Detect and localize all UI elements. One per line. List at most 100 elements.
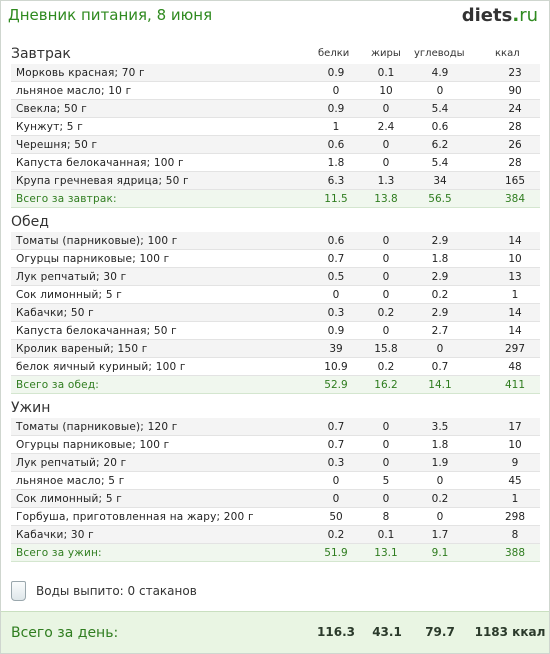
- food-name: Кабачки; 30 г: [16, 529, 94, 541]
- protein-value: 51.9: [324, 547, 348, 559]
- carbs-value: 0: [436, 511, 444, 523]
- protein-value: 10.9: [324, 361, 348, 373]
- kcal-value: 297: [504, 343, 526, 355]
- carbs-value: 1.8: [431, 253, 449, 265]
- kcal-value: 45: [508, 475, 522, 487]
- kcal-value: 1: [511, 289, 519, 301]
- food-row[interactable]: Лук репчатый; 20 г 0.3 0 1.9 9: [11, 454, 540, 472]
- carbs-value: 34: [433, 175, 447, 187]
- food-row[interactable]: Крупа гречневая ядрица; 50 г 6.3 1.3 34 165: [11, 172, 540, 190]
- food-row[interactable]: Сок лимонный; 5 г 0 0 0.2 1: [11, 286, 540, 304]
- protein-value: 0.7: [327, 421, 345, 433]
- logo-dot: .: [512, 5, 520, 26]
- carbs-value: 0.7: [431, 361, 449, 373]
- fat-value: 10: [379, 85, 393, 97]
- food-row[interactable]: Томаты (парниковые); 100 г 0.6 0 2.9 14: [11, 232, 540, 250]
- protein-value: 0: [332, 85, 340, 97]
- section-breakfast: Морковь красная; 70 г 0.9 0.1 4.9 23 льняное …: [11, 64, 540, 208]
- fat-value: 13.8: [374, 193, 398, 205]
- food-name: Лук репчатый; 30 г: [16, 271, 127, 283]
- carbs-value: 5.4: [431, 157, 449, 169]
- kcal-value: 17: [508, 421, 522, 433]
- kcal-value: 28: [508, 157, 522, 169]
- food-name: Томаты (парниковые); 100 г: [16, 235, 178, 247]
- carbs-value: 3.5: [431, 421, 449, 433]
- kcal-value: 388: [504, 547, 526, 559]
- food-name: Томаты (парниковые); 120 г: [16, 421, 178, 433]
- protein-value: 0.6: [327, 139, 345, 151]
- kcal-value: 23: [508, 67, 522, 79]
- food-name: Сок лимонный; 5 г: [16, 289, 122, 301]
- protein-value: 0: [332, 475, 340, 487]
- fat-value: 13.1: [374, 547, 398, 559]
- kcal-value: 28: [508, 121, 522, 133]
- glass-icon[interactable]: [11, 581, 26, 601]
- food-row[interactable]: Огурцы парниковые; 100 г 0.7 0 1.8 10: [11, 436, 540, 454]
- food-name: Кунжут; 5 г: [16, 121, 83, 133]
- food-name: белок яичный куриный; 100 г: [16, 361, 186, 373]
- fat-value: 2.4: [377, 121, 395, 133]
- kcal-value: 165: [504, 175, 526, 187]
- total-label: Всего за ужин:: [16, 547, 102, 559]
- protein-value: 0.3: [327, 457, 345, 469]
- food-row[interactable]: Огурцы парниковые; 100 г 0.7 0 1.8 10: [11, 250, 540, 268]
- food-row[interactable]: белок яичный куриный; 100 г 10.9 0.2 0.7 48: [11, 358, 540, 376]
- carbs-value: 0.2: [431, 289, 449, 301]
- section-title-dinner: Ужин: [11, 400, 51, 416]
- kcal-value: 9: [511, 457, 519, 469]
- kcal-value: 1: [511, 493, 519, 505]
- protein-value: 0.3: [327, 307, 345, 319]
- fat-value: 0: [382, 493, 390, 505]
- fat-value: 0: [382, 439, 390, 451]
- water-counter: Воды выпито: 0 стаканов: [11, 578, 311, 604]
- carbs-value: 9.1: [431, 547, 449, 559]
- carbs-value: 2.7: [431, 325, 449, 337]
- protein-value: 0.7: [327, 253, 345, 265]
- food-row[interactable]: Кабачки; 30 г 0.2 0.1 1.7 8: [11, 526, 540, 544]
- section-title-breakfast: Завтрак: [11, 46, 71, 62]
- fat-value: 8: [382, 511, 390, 523]
- food-row[interactable]: Кролик вареный; 150 г 39 15.8 0 297: [11, 340, 540, 358]
- protein-value: 0: [332, 289, 340, 301]
- col-carbs: углеводы: [414, 48, 465, 59]
- col-kcal: ккал: [495, 48, 520, 59]
- carbs-value: 0: [436, 85, 444, 97]
- food-name: Огурцы парниковые; 100 г: [16, 439, 170, 451]
- day-total-fat: 43.1: [372, 625, 402, 639]
- food-row[interactable]: льняное масло; 10 г 0 10 0 90: [11, 82, 540, 100]
- carbs-value: 56.5: [428, 193, 452, 205]
- food-row[interactable]: Черешня; 50 г 0.6 0 6.2 26: [11, 136, 540, 154]
- fat-value: 0.2: [377, 307, 395, 319]
- food-row[interactable]: льняное масло; 5 г 0 5 0 45: [11, 472, 540, 490]
- food-row[interactable]: Свекла; 50 г 0.9 0 5.4 24: [11, 100, 540, 118]
- food-row[interactable]: Капуста белокачанная; 100 г 1.8 0 5.4 28: [11, 154, 540, 172]
- site-logo[interactable]: diets.ru: [462, 5, 538, 26]
- fat-value: 15.8: [374, 343, 398, 355]
- food-row[interactable]: Кунжут; 5 г 1 2.4 0.6 28: [11, 118, 540, 136]
- carbs-value: 2.9: [431, 307, 449, 319]
- day-total: Всего за день: 116.3 43.1 79.7 1183 ккал: [1, 611, 549, 653]
- food-row[interactable]: Капуста белокачанная; 50 г 0.9 0 2.7 14: [11, 322, 540, 340]
- kcal-value: 384: [504, 193, 526, 205]
- kcal-value: 14: [508, 325, 522, 337]
- section-dinner: Томаты (парниковые); 120 г 0.7 0 3.5 17 Огурц…: [11, 418, 540, 562]
- carbs-value: 6.2: [431, 139, 449, 151]
- protein-value: 0.9: [327, 325, 345, 337]
- protein-value: 52.9: [324, 379, 348, 391]
- section-total-row: Всего за завтрак: 11.5 13.8 56.5 384: [11, 190, 540, 208]
- section-lunch: Томаты (парниковые); 100 г 0.6 0 2.9 14 Огурц…: [11, 232, 540, 394]
- carbs-value: 0: [436, 343, 444, 355]
- carbs-value: 0.6: [431, 121, 449, 133]
- food-row[interactable]: Кабачки; 50 г 0.3 0.2 2.9 14: [11, 304, 540, 322]
- food-row[interactable]: Морковь красная; 70 г 0.9 0.1 4.9 23: [11, 64, 540, 82]
- food-row[interactable]: Горбуша, приготовленная на жару; 200 г 50…: [11, 508, 540, 526]
- food-name: Свекла; 50 г: [16, 103, 87, 115]
- protein-value: 11.5: [324, 193, 348, 205]
- carbs-value: 14.1: [428, 379, 452, 391]
- protein-value: 0.7: [327, 439, 345, 451]
- food-row[interactable]: Сок лимонный; 5 г 0 0 0.2 1: [11, 490, 540, 508]
- food-row[interactable]: Лук репчатый; 30 г 0.5 0 2.9 13: [11, 268, 540, 286]
- food-name: Капуста белокачанная; 100 г: [16, 157, 184, 169]
- kcal-value: 90: [508, 85, 522, 97]
- food-row[interactable]: Томаты (парниковые); 120 г 0.7 0 3.5 17: [11, 418, 540, 436]
